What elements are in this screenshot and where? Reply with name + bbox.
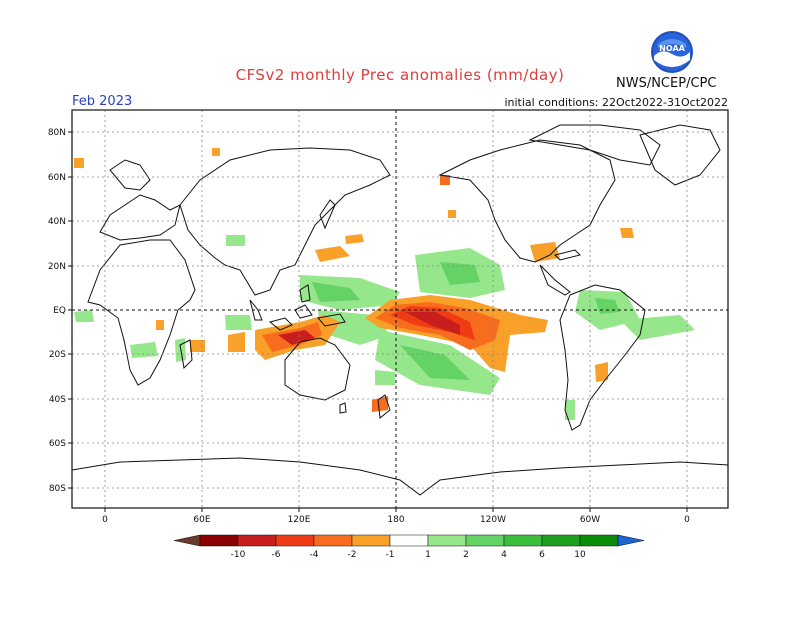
legend-label-9: 10 [574, 550, 586, 560]
reference-lines [72, 110, 728, 508]
legend-swatch-5 [389, 534, 429, 547]
legend-swatch-6 [427, 534, 467, 547]
legend-label-1: -6 [272, 550, 281, 560]
lon-label-2: 120E [288, 515, 311, 525]
lat-label-80s: 80S [49, 484, 66, 494]
legend-swatch-10 [579, 534, 619, 547]
lon-label-0: 0 [102, 515, 108, 525]
legend-swatch-8 [503, 534, 543, 547]
lon-label-6: 0 [684, 515, 690, 525]
legend-above-max-arrow [617, 534, 645, 547]
forecast-month: Feb 2023 [72, 94, 133, 109]
chart-title: CFSv2 monthly Prec anomalies (mm/day) [235, 66, 565, 84]
legend-swatch-1 [237, 534, 277, 547]
legend-swatch-2 [275, 534, 315, 547]
lon-label-4: 120W [480, 515, 506, 525]
legend-swatch-7 [465, 534, 505, 547]
legend-swatch-9 [541, 534, 581, 547]
legend-label-5: 1 [425, 550, 431, 560]
initial-conditions: initial conditions: 22Oct2022-31Oct2022 [504, 96, 728, 109]
coastlines [72, 124, 728, 496]
legend-label-8: 6 [539, 550, 545, 560]
noaa-logo-icon: NOAA [651, 31, 693, 73]
lon-label-5: 60W [580, 515, 600, 525]
graticule [72, 110, 728, 508]
legend-swatch-4 [351, 534, 391, 547]
lat-label-20s: 20S [49, 350, 66, 360]
legend-label-2: -4 [310, 550, 319, 560]
logo-text: NOAA [659, 44, 685, 53]
legend-label-3: -2 [348, 550, 357, 560]
legend-below-min-arrow [173, 534, 201, 547]
lon-label-1: 60E [193, 515, 210, 525]
lat-label-40s: 40S [49, 395, 66, 405]
lat-label-40n: 40N [48, 217, 66, 227]
legend-label-4: -1 [386, 550, 395, 560]
legend-swatch-0 [199, 534, 239, 547]
map-frame [71, 109, 729, 509]
legend-label-0: -10 [231, 550, 246, 560]
lon-label-3: 180 [387, 515, 404, 525]
longitude-labels: 0 60E 120E 180 120W 60W 0 [102, 508, 690, 525]
legend-swatch-3 [313, 534, 353, 547]
agency-label: NWS/NCEP/CPC [616, 76, 717, 91]
lat-label-60s: 60S [49, 439, 66, 449]
lat-label-80n: 80N [48, 128, 66, 138]
latitude-labels: 80N 60N 40N 20N EQ 20S 40S 60S 80S [48, 128, 72, 494]
legend-label-7: 4 [501, 550, 507, 560]
lat-label-20n: 20N [48, 262, 66, 272]
lat-label-eq: EQ [53, 306, 66, 316]
legend-label-6: 2 [463, 550, 469, 560]
lat-label-60n: 60N [48, 173, 66, 183]
